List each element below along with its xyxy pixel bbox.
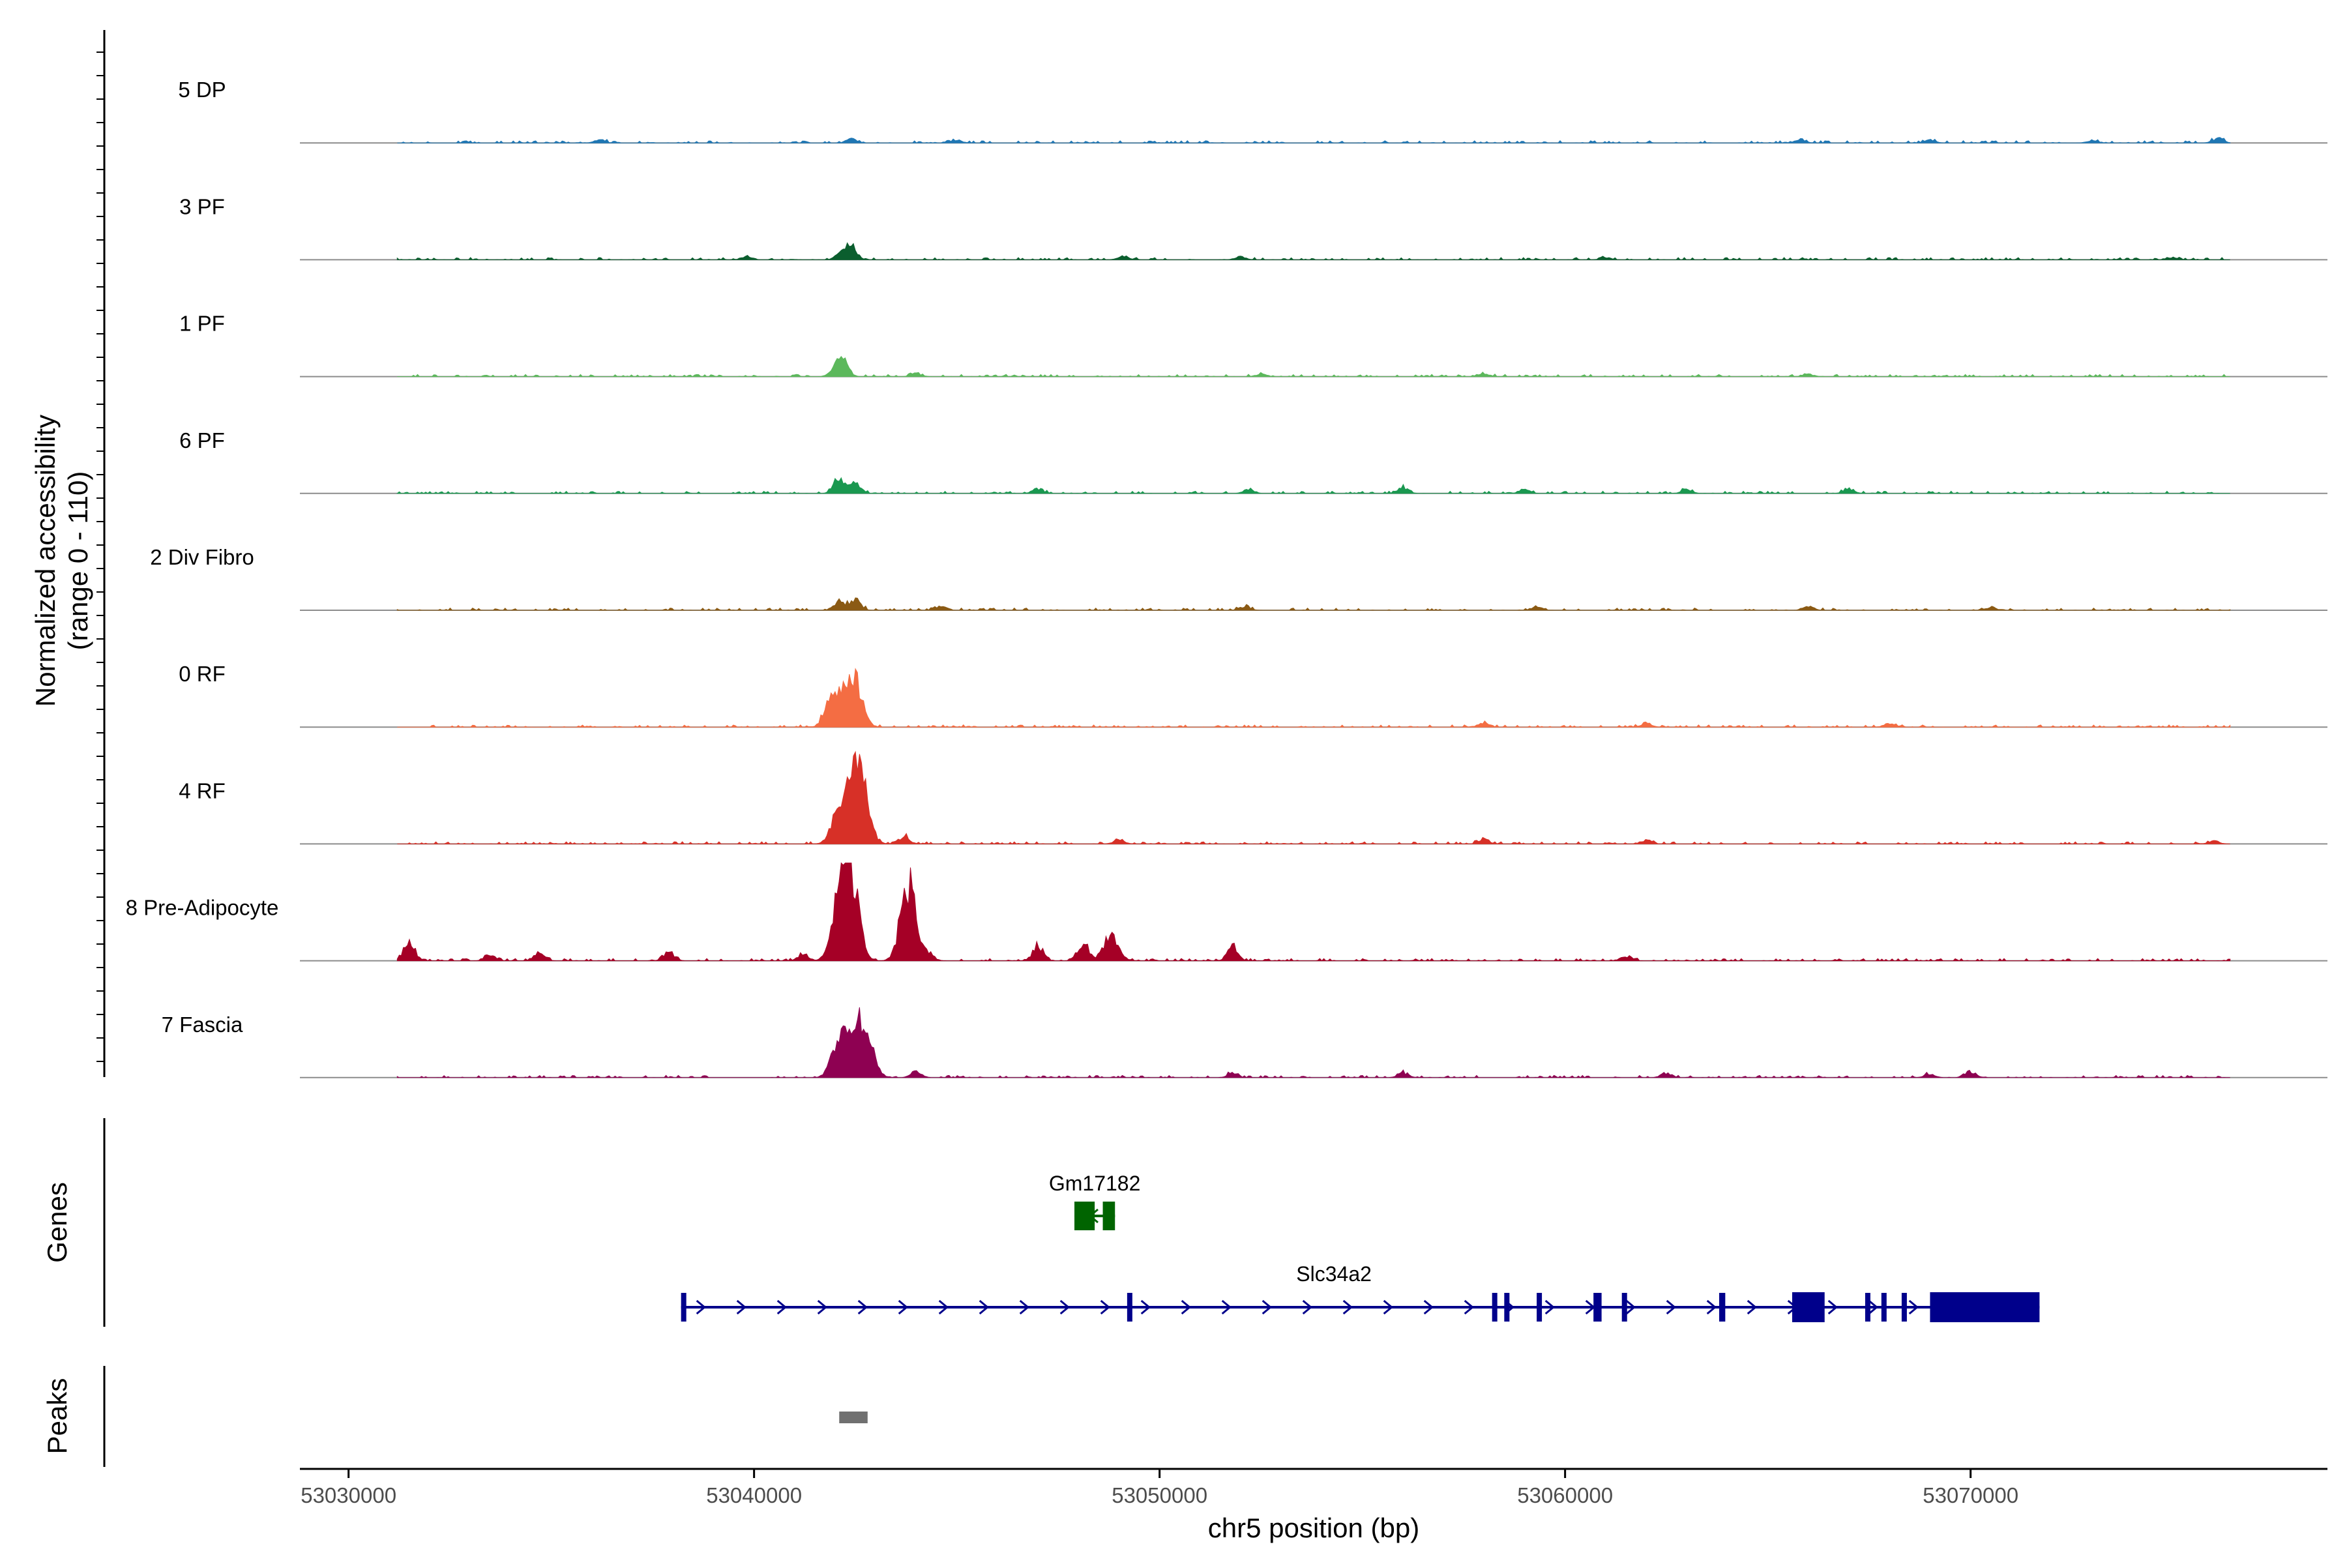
track-signal	[396, 597, 2231, 611]
strand-arrow	[1383, 1299, 1394, 1315]
gene-exon	[681, 1293, 686, 1322]
track-signal	[396, 477, 2230, 494]
strand-arrow	[1100, 1299, 1111, 1315]
gene-exon	[1621, 1293, 1627, 1322]
strand-arrow	[1827, 1299, 1838, 1315]
x-tick-label: 53040000	[706, 1483, 802, 1507]
x-axis-title: chr5 position (bp)	[1208, 1513, 1420, 1543]
track-1-pf: 1 PF	[179, 312, 2327, 377]
gene-exon	[1504, 1293, 1510, 1322]
track-6-pf: 6 PF	[179, 428, 2327, 494]
strand-arrow	[776, 1299, 788, 1315]
gene-annotations: Gm17182 Slc34a2	[681, 1172, 2040, 1322]
strand-arrow	[898, 1299, 909, 1315]
track-0-rf: 0 RF	[179, 662, 2327, 728]
track-signal	[397, 668, 2231, 728]
gene-exon	[1901, 1293, 1907, 1322]
track-label: 2 Div Fibro	[150, 545, 254, 569]
strand-arrow	[979, 1299, 990, 1315]
track-label: 0 RF	[179, 662, 226, 686]
track-label: 6 PF	[179, 428, 225, 452]
coverage-tracks: 5 DP 3 PF 1 PF 6 PF 2 Div Fibro 0 RF 4 RF 8 Pre…	[126, 78, 2327, 1078]
track-signal	[397, 355, 2230, 377]
strand-arrow	[857, 1299, 868, 1315]
strand-arrow	[1342, 1299, 1353, 1315]
track-signal	[396, 1007, 2230, 1078]
strand-arrow	[1302, 1299, 1313, 1315]
strand-arrow	[1625, 1299, 1636, 1315]
gene-exon	[1537, 1293, 1543, 1322]
genes-panel-label: Genes	[42, 1182, 72, 1263]
gene-exon	[1074, 1202, 1095, 1230]
strand-arrow	[1706, 1299, 1717, 1315]
strand-arrow	[1221, 1299, 1232, 1315]
gene-slc34a2: Slc34a2	[681, 1262, 2040, 1322]
gene-exon	[1593, 1293, 1602, 1322]
y-axis-title-line1: Normalized accessibility	[30, 415, 61, 707]
gene-exon	[1930, 1292, 2040, 1322]
track-7-fascia: 7 Fascia	[162, 1007, 2327, 1078]
gene-exon	[1719, 1293, 1726, 1322]
strand-arrow	[1666, 1299, 1677, 1315]
track-signal	[396, 242, 2230, 261]
strand-arrow	[1019, 1299, 1030, 1315]
track-signal	[397, 137, 2231, 143]
gene-exon	[1881, 1293, 1887, 1322]
strand-arrow	[1181, 1299, 1192, 1315]
peaks-panel-label: Peaks	[42, 1378, 72, 1455]
track-signal	[396, 862, 2231, 962]
strand-arrow	[1747, 1299, 1758, 1315]
track-label: 8 Pre-Adipocyte	[126, 896, 279, 920]
peaks-track	[839, 1412, 868, 1423]
x-tick-label: 53060000	[1517, 1483, 1613, 1507]
gene-exon	[1492, 1293, 1498, 1322]
x-tick-label: 53050000	[1112, 1483, 1207, 1507]
track-label: 7 Fascia	[162, 1013, 243, 1037]
gene-exon	[1102, 1202, 1115, 1230]
gene-label: Gm17182	[1049, 1172, 1141, 1195]
strand-arrow	[817, 1299, 828, 1315]
gene-gm17182: Gm17182	[1049, 1172, 1141, 1230]
track-label: 5 DP	[178, 78, 226, 102]
strand-arrow	[938, 1299, 949, 1315]
x-axis-ticks: 53030000 53040000 53050000 53060000 53070000	[301, 1469, 2018, 1507]
x-tick-label: 53030000	[301, 1483, 396, 1507]
strand-arrow	[1059, 1299, 1070, 1315]
track-8-pre-adipocyte: 8 Pre-Adipocyte	[126, 862, 2327, 962]
track-4-rf: 4 RF	[179, 750, 2327, 845]
gene-label: Slc34a2	[1296, 1262, 1372, 1286]
track-signal	[397, 750, 2230, 845]
gene-exon	[1865, 1293, 1870, 1322]
strand-arrow	[1908, 1299, 1919, 1315]
strand-arrow	[1262, 1299, 1273, 1315]
y-axis-title-line2: (range 0 - 110)	[63, 471, 93, 651]
strand-arrow	[696, 1299, 707, 1315]
strand-arrow	[736, 1299, 747, 1315]
strand-arrow	[1464, 1299, 1475, 1315]
track-label: 3 PF	[179, 194, 225, 218]
track-2-div-fibro: 2 Div Fibro	[150, 545, 2327, 611]
strand-arrow	[1868, 1299, 1879, 1315]
coverage-y-ticks	[96, 52, 104, 1062]
track-3-pf: 3 PF	[179, 194, 2327, 261]
gene-exon	[1127, 1293, 1132, 1322]
peak-region	[839, 1412, 868, 1423]
track-label: 1 PF	[179, 312, 225, 336]
x-tick-label: 53070000	[1923, 1483, 2018, 1507]
strand-arrow	[1544, 1299, 1556, 1315]
track-label: 4 RF	[179, 778, 226, 803]
gene-exon	[1792, 1292, 1825, 1322]
track-5-dp: 5 DP	[178, 78, 2327, 144]
strand-arrow	[1140, 1299, 1151, 1315]
strand-arrow	[1423, 1299, 1434, 1315]
